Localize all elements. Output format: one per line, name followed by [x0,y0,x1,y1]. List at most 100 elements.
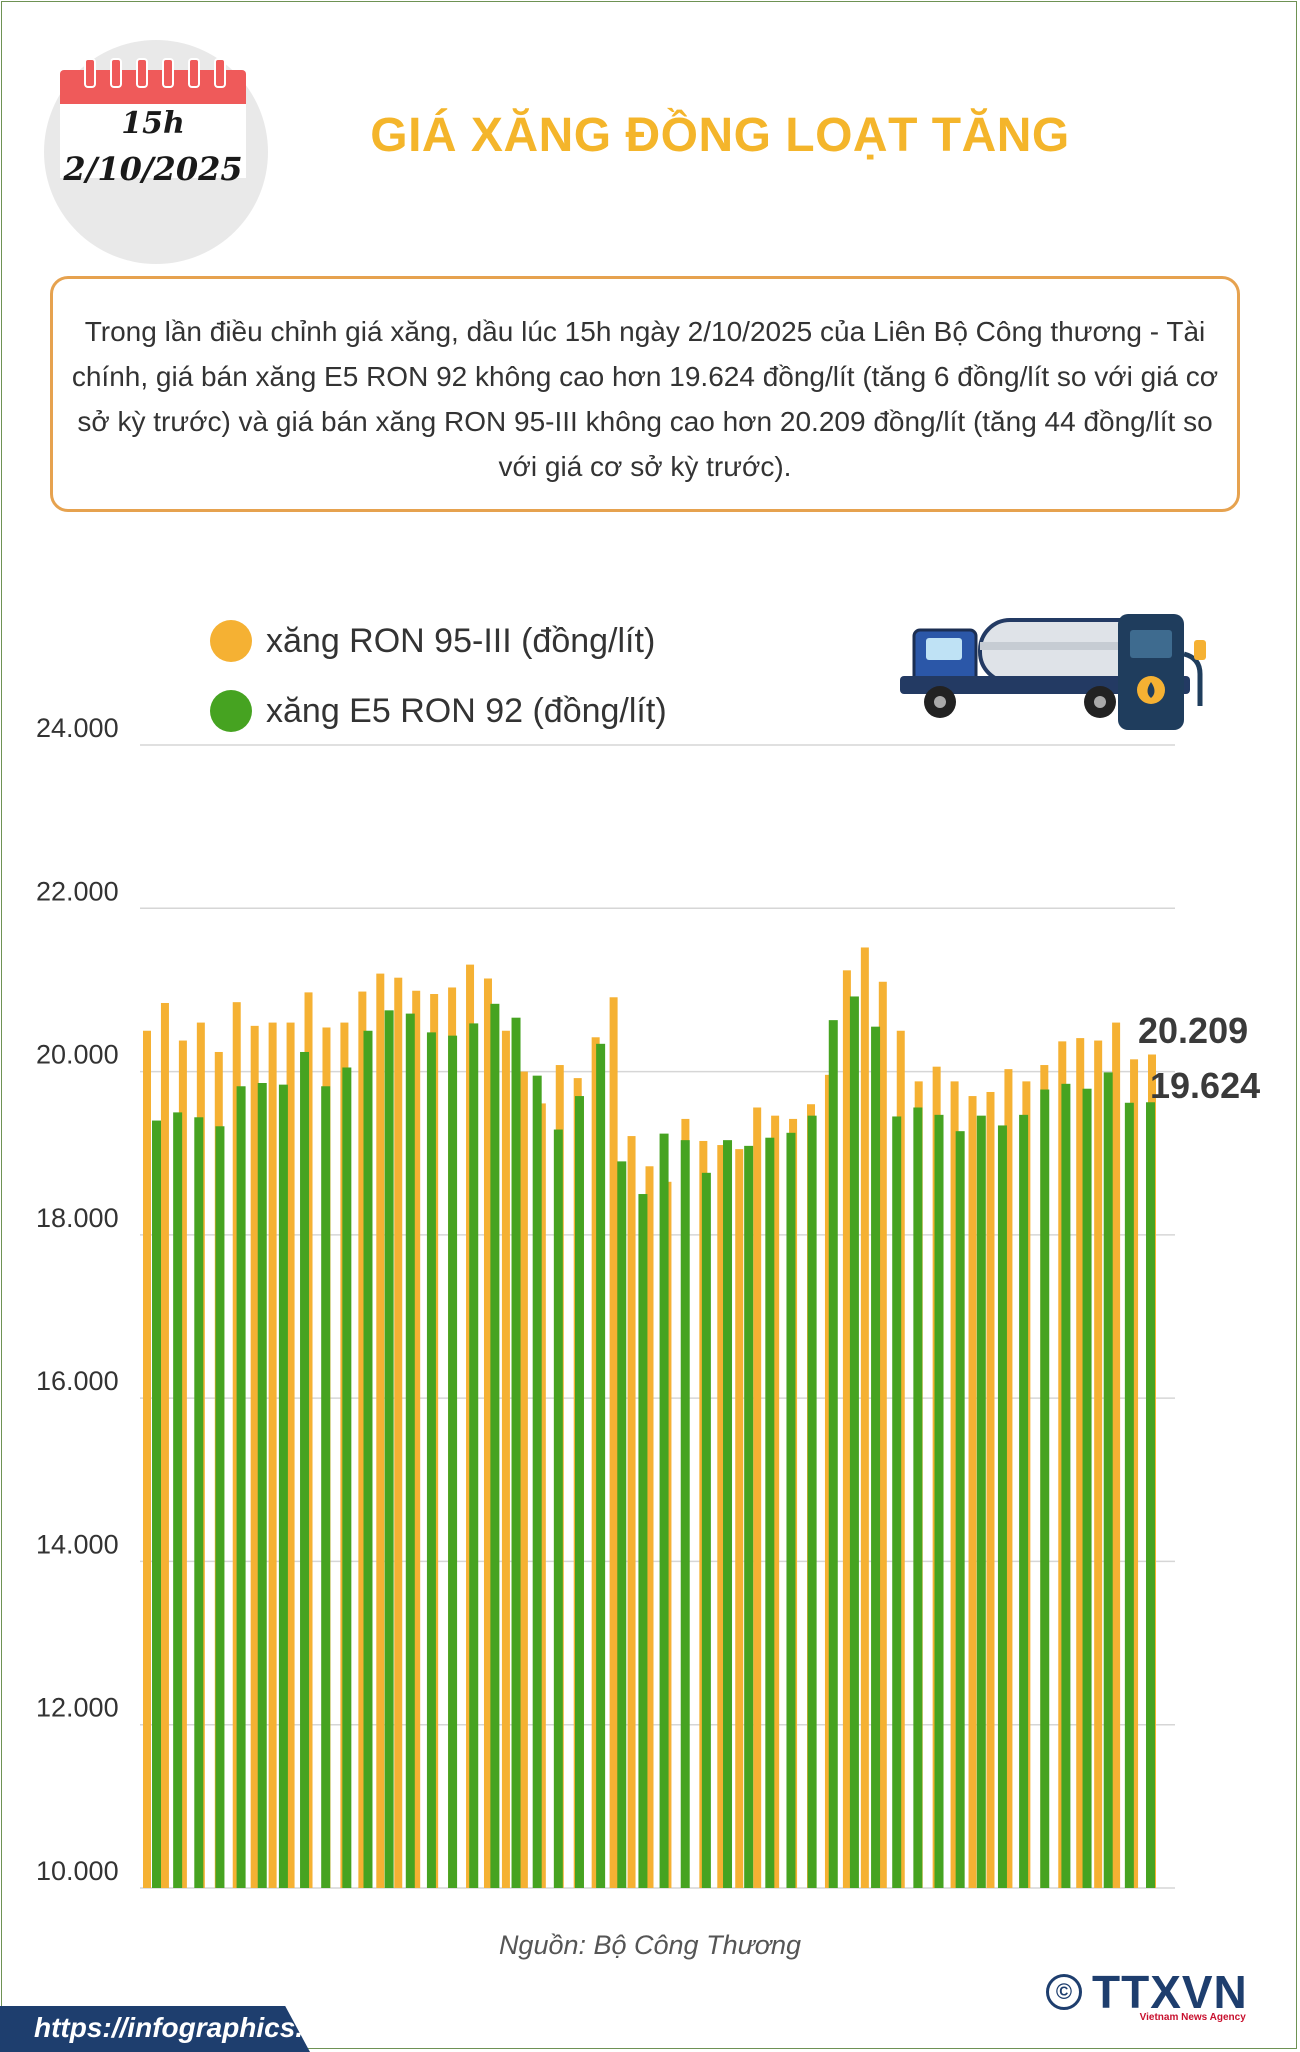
bar-ron95 [483,978,492,1888]
bar-ron95 [986,1091,995,1888]
bar-e5 [553,1129,563,1888]
bar-e5 [1040,1089,1050,1888]
bar-ron95 [250,1025,259,1888]
bar-e5 [659,1133,669,1888]
bar-e5 [300,1051,310,1888]
bar-ron95 [178,1040,187,1888]
legend-dot-ron95 [210,620,252,662]
bar-ron95 [537,1103,546,1888]
bar-e5 [892,1116,902,1888]
bar-ron95 [753,1107,762,1888]
bar-e5 [1124,1102,1134,1888]
legend-item-e5: xăng E5 RON 92 (đồng/lít) [210,688,667,734]
bar-e5 [976,1115,986,1888]
calendar-ring [162,58,174,88]
bar-ron95 [519,1071,528,1888]
bar-e5 [426,1032,436,1888]
bar-ron95 [878,981,887,1888]
y-tick-label: 20.000 [36,1040,119,1070]
bar-ron95 [771,1115,780,1888]
bar-ron95 [412,990,421,1888]
bar-e5 [1103,1072,1113,1888]
page-title: GIÁ XĂNG ĐỒNG LOẠT TĂNG [370,109,1070,162]
bar-e5 [342,1067,352,1888]
bar-ron95 [501,1030,510,1888]
bar-e5 [173,1112,183,1888]
bar-ron95 [609,997,618,1888]
source-note: Nguồn: Bộ Công Thương [498,1930,802,1960]
legend-label-ron95: xăng RON 95-III (đồng/lít) [266,621,656,660]
bar-ron95 [950,1081,959,1888]
bar-e5 [532,1075,542,1888]
bar-ron95 [268,1022,277,1888]
bar-e5 [596,1043,606,1888]
bar-e5 [680,1140,690,1888]
bar-ron95 [717,1145,726,1888]
y-tick-label: 22.000 [36,876,119,906]
bar-ron95 [1112,1022,1121,1888]
fuel-pump-icon [1118,614,1206,730]
bar-e5 [849,996,859,1888]
bar-e5 [511,1017,521,1888]
bar-e5 [617,1161,627,1888]
bar-ron95 [1130,1059,1139,1888]
bar-e5 [934,1114,944,1888]
bar-e5 [257,1083,267,1888]
bar-e5 [913,1107,923,1888]
bar-e5 [871,1026,881,1888]
y-tick-label: 16.000 [36,1366,119,1396]
y-tick-label: 14.000 [36,1529,119,1559]
bar-e5 [405,1013,415,1888]
bar-ron95 [160,1002,169,1888]
bar-e5 [278,1084,288,1888]
bar-e5 [1019,1114,1029,1888]
bar-ron95 [1076,1038,1085,1888]
bar-e5 [469,1023,479,1888]
bar-ron95 [842,970,851,1888]
logo-text: TTXVN [1092,1966,1248,2018]
y-tick-label: 18.000 [36,1203,119,1233]
bar-e5 [765,1137,775,1888]
bar-e5 [744,1145,754,1888]
bar-e5 [574,1096,584,1888]
bar-e5 [236,1086,246,1888]
bar-ron95 [591,1037,600,1888]
bar-e5 [215,1126,225,1888]
footer-url[interactable]: https://infographics.vn [34,2012,336,2043]
legend-label-e5: xăng E5 RON 92 (đồng/lít) [266,691,667,730]
bar-e5 [384,1010,394,1888]
chart-legend: xăng RON 95-III (đồng/lít) xăng E5 RON 9… [210,618,667,758]
bar-e5 [807,1115,817,1888]
bar-e5 [955,1131,965,1888]
bar-ron95 [143,1030,151,1888]
bar-ron95 [968,1096,977,1888]
bar-ron95 [1004,1069,1013,1888]
bar-e5 [997,1125,1007,1888]
end-label-e5: 19.624 [1150,1065,1260,1106]
y-tick-label: 24.000 [36,713,119,743]
bar-e5 [828,1020,838,1888]
bar-ron95 [394,977,403,1888]
bar-e5 [363,1030,373,1888]
ttxvn-logo: © TTXVN Vietnam News Agency [1046,1966,1248,2023]
bar-ron95 [627,1136,636,1888]
bar-e5 [701,1172,711,1888]
bar-e5 [1061,1083,1071,1888]
calendar-ring [214,58,226,88]
bar-ron95 [376,973,385,1888]
bar-e5 [1146,1102,1155,1888]
bar-ron95 [645,1166,654,1888]
bar-e5 [786,1132,796,1888]
legend-item-ron95: xăng RON 95-III (đồng/lít) [210,618,667,664]
calendar-date: 2/10/2025 [63,150,243,188]
y-tick-label: 10.000 [36,1856,119,1886]
bar-e5 [194,1117,204,1888]
bar-e5 [1082,1088,1092,1888]
legend-dot-e5 [210,690,252,732]
summary-box: Trong lần điều chỉnh giá xăng, dầu lúc 1… [50,276,1240,512]
bar-e5 [490,1003,500,1888]
bar-ron95 [358,991,367,1888]
calendar-ring [110,58,122,88]
